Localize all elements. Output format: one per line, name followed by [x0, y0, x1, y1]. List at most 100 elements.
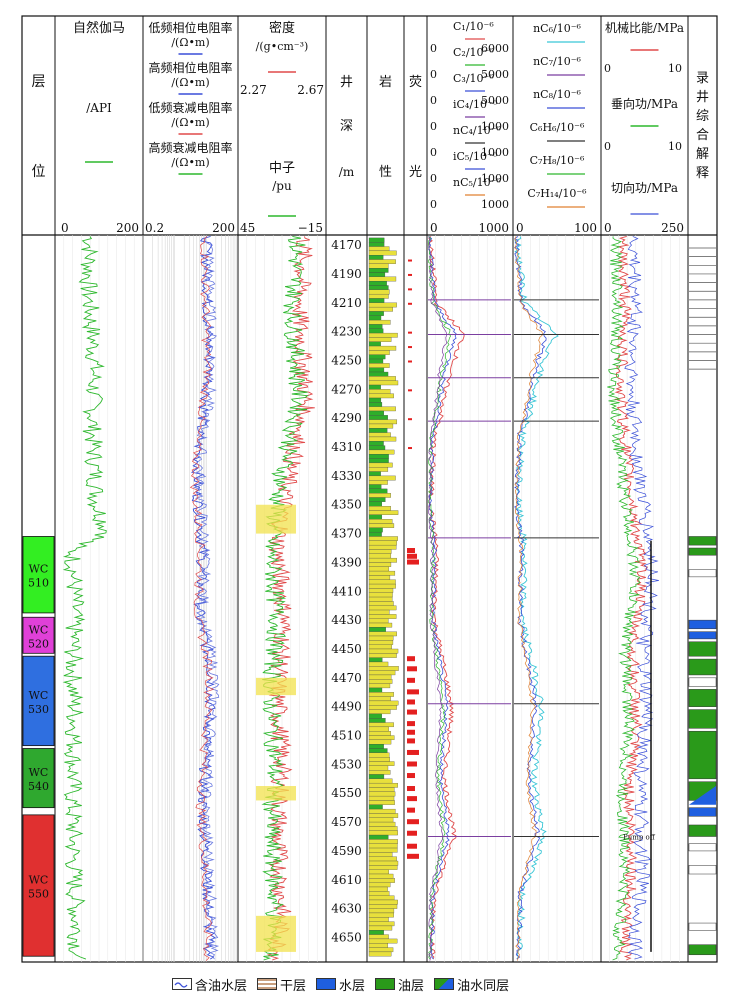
lithology-block [368, 588, 394, 593]
fluorescence-mark [407, 666, 417, 672]
crossover-fill [256, 915, 296, 952]
depth-tick-label: 4210 [331, 296, 362, 310]
pump-off-label: Pump off [623, 833, 656, 841]
lithology-block [368, 917, 389, 922]
lithology-block [368, 666, 399, 671]
interp-header-char: 综 [696, 109, 709, 124]
gas1-label: C₁/10⁻⁶ [453, 20, 494, 33]
fluorescence-mark [408, 288, 412, 291]
lithology-block [368, 328, 384, 334]
density-unit: /(g•cm⁻³) [256, 40, 309, 53]
lithology-block [368, 454, 389, 459]
lithology-block [368, 925, 393, 931]
interp-block [688, 865, 717, 875]
fluorescence-mark [407, 773, 415, 779]
fluorescence-mark [407, 761, 417, 767]
interp-block [688, 824, 717, 837]
depth-tick-label: 4230 [331, 325, 362, 339]
lithology-block [368, 886, 388, 892]
lithology-block [368, 354, 386, 360]
legend-label: 油层 [398, 978, 425, 994]
fluorescence-mark [408, 302, 412, 305]
lithology-block [368, 428, 388, 433]
lithology-block [368, 397, 382, 403]
lithology-block [368, 782, 398, 788]
lithology-block [368, 947, 394, 953]
lithology-block [368, 423, 394, 429]
depth-tick-label: 4630 [331, 902, 362, 916]
gas1-max: 5000 [481, 68, 509, 81]
legend: 含油水层 干层 水层 油层 油水同层 [172, 973, 592, 995]
mech-min: 0 [604, 62, 611, 75]
lithology-block [368, 306, 393, 312]
lithology-block [368, 501, 382, 507]
depth-header: /m [339, 165, 355, 179]
depth-tick-label: 4290 [331, 411, 362, 425]
lithology-block [368, 523, 395, 528]
gas1-max: 6000 [481, 42, 509, 55]
lithology-block [368, 410, 384, 416]
lithology-block [368, 644, 392, 650]
lithology-block [368, 731, 391, 736]
interp-block [688, 547, 717, 556]
lithology-block [368, 618, 389, 624]
depth-tick-label: 4430 [331, 613, 362, 627]
neutron-unit: /pu [272, 179, 292, 193]
c1-curve [428, 236, 465, 960]
lithology-block [368, 467, 389, 472]
lithology-block [368, 332, 398, 338]
vertical-work-curve [607, 236, 641, 961]
interp-block [688, 619, 717, 630]
lithology-block [368, 358, 384, 364]
lithology-block [368, 350, 390, 355]
interp-block [688, 569, 717, 578]
legend-item-dry: 干层 [257, 975, 306, 994]
resistivity-label: 低频衰减电阻率 [148, 100, 232, 115]
depth-tick-label: 4550 [331, 786, 362, 800]
lithology-block [368, 389, 391, 394]
fluorescence-header: 光 [409, 165, 422, 180]
resistivity-unit: /(Ω•m) [171, 116, 209, 129]
density-scale-min: 2.27 [240, 83, 267, 97]
fluorescence-mark [407, 796, 417, 802]
lithology-block [368, 276, 397, 282]
depth-header: 深 [340, 119, 353, 134]
gas1-label: C₃/10⁻⁶ [453, 72, 494, 85]
track-frame [21, 15, 718, 963]
neutron-scale-min: 45 [240, 221, 255, 235]
gas1-scale-min: 0 [430, 221, 438, 235]
layer-label: WC [29, 689, 49, 702]
nc8-curve [513, 236, 547, 960]
lithology-block [368, 488, 388, 494]
lithology-block [368, 951, 392, 957]
oily-water-swatch [172, 978, 192, 990]
lithology-block [368, 921, 395, 927]
lithology-block [368, 722, 394, 728]
depth-tick-label: 4610 [331, 873, 362, 887]
gas1-max: 1000 [481, 198, 509, 211]
lithology-block [368, 770, 391, 775]
mech-max: 10 [668, 140, 682, 153]
lithology-block [368, 899, 398, 905]
crossover-fill [256, 786, 296, 801]
gas1-zero: 0 [430, 94, 437, 107]
lithology-block [368, 912, 394, 918]
legend-item-water: 水层 [316, 975, 365, 994]
lithology-block [368, 817, 394, 823]
lithology-block [368, 592, 393, 598]
interp-block [688, 677, 717, 687]
legend-label: 干层 [280, 978, 307, 994]
interp-block [688, 922, 717, 931]
resistivity-scale-max: 200 [212, 221, 235, 235]
lithology-block [368, 847, 398, 853]
interp-block [688, 843, 717, 852]
c7h14-curve [514, 236, 544, 961]
fluorescence-mark [407, 853, 419, 859]
lithology-block [368, 891, 390, 896]
density-curve [266, 236, 315, 961]
lithology-block [368, 419, 398, 425]
lithology-block [368, 441, 384, 446]
lithology-block [368, 493, 391, 498]
lithology-block [368, 752, 390, 758]
lithology-block [368, 259, 396, 264]
